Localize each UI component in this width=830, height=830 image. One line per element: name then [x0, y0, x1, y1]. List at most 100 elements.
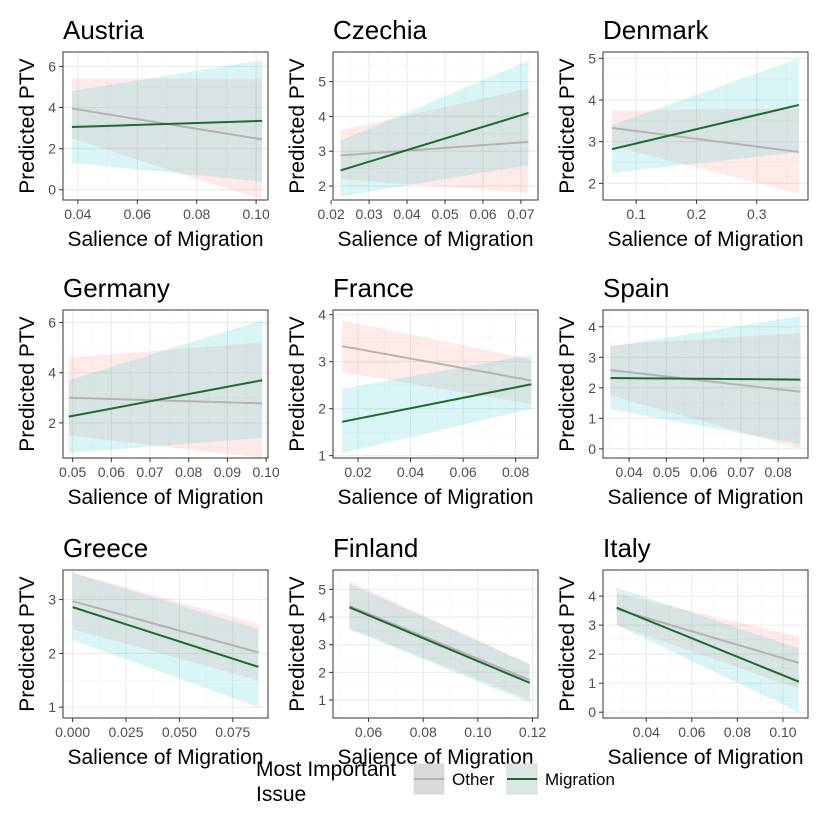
- x-tick-label: 0.04: [633, 724, 660, 740]
- x-tick-label: 0.04: [615, 464, 642, 480]
- x-axis-label: Salience of Migration: [607, 228, 803, 251]
- panel-background: [333, 310, 538, 458]
- panel-border: [332, 51, 539, 201]
- y-tick-label: 4: [588, 319, 596, 335]
- series-line-migration: [340, 111, 529, 172]
- ci-band-migration: [68, 320, 263, 453]
- grid: [63, 52, 268, 200]
- plot-area: [616, 587, 800, 713]
- y-tick-label: 0: [48, 182, 56, 198]
- ci-band-migration: [340, 60, 529, 197]
- x-axis-label: Salience of Migration: [67, 228, 263, 251]
- series-line-other: [72, 600, 259, 654]
- ci-band-other: [616, 593, 799, 689]
- y-tick-label: 3: [318, 354, 326, 370]
- x-axis-label: Salience of Migration: [337, 486, 533, 509]
- y-axis-label: Predicted PTV: [286, 576, 309, 711]
- y-tick-label: 3: [588, 617, 596, 633]
- panel-border: [332, 309, 539, 459]
- panel-border: [62, 309, 269, 459]
- panel-czechia: 0.02 0.03 0.04 0.05 0.06 0.07 2 3 4 5 Czechia Salie…: [286, 15, 539, 251]
- x-axis-label: Salience of Migration: [607, 486, 803, 509]
- y-tick-label: 5: [318, 74, 326, 90]
- y-tick-label: 4: [48, 100, 56, 116]
- x-tick-label: 0.10: [464, 724, 491, 740]
- panel-spain: 0.04 0.05 0.06 0.07 0.08 0 1 2 3 4 Spain Salience o…: [556, 273, 809, 509]
- panel-finland: 0.06 0.08 0.10 0.12 1 2 3 4 5 Finland Salience of …: [286, 533, 546, 769]
- x-tick-label: 0.06: [690, 464, 717, 480]
- y-tick-label: 3: [588, 134, 596, 150]
- y-tick-label: 2: [588, 380, 596, 396]
- ci-band-migration: [72, 572, 259, 708]
- series-line-migration: [68, 379, 263, 418]
- x-tick-label: 0.04: [397, 464, 424, 480]
- ci-band-other: [342, 320, 532, 404]
- y-axis-label: Predicted PTV: [556, 576, 579, 711]
- x-tick-label: 0.06: [449, 464, 476, 480]
- y-tick-label: 3: [318, 143, 326, 159]
- panel-background: [63, 310, 268, 458]
- y-tick-label: 6: [48, 315, 56, 331]
- y-axis-label: Predicted PTV: [556, 316, 579, 451]
- ci-band-other: [71, 78, 263, 200]
- x-tick-label: 0.08: [724, 724, 751, 740]
- x-tick-label: 0.3: [747, 206, 767, 222]
- x-tick-label: 0.07: [507, 206, 534, 222]
- y-tick-label: 1: [48, 699, 56, 715]
- y-tick-label: 1: [588, 410, 596, 426]
- x-tick-label: 0.1: [626, 206, 646, 222]
- panel-title: Germany: [63, 273, 170, 303]
- x-tick-label: 0.10: [242, 206, 269, 222]
- series-line-migration: [72, 606, 259, 668]
- y-tick-label: 2: [318, 178, 326, 194]
- y-tick-label: 0: [588, 704, 596, 720]
- legend-title-line1: Most Important: [256, 758, 396, 781]
- ci-band-other: [610, 332, 801, 449]
- ci-band-migration: [612, 58, 799, 173]
- x-tick-label: 0.04: [393, 206, 420, 222]
- y-tick-label: 3: [588, 349, 596, 365]
- x-tick-label: 0.02: [317, 206, 344, 222]
- x-tick-label: 0.025: [108, 724, 143, 740]
- y-tick-label: 0: [588, 441, 596, 457]
- plot-area: [342, 320, 532, 454]
- x-axis-label: Salience of Migration: [337, 228, 533, 251]
- y-tick-label: 2: [318, 664, 326, 680]
- panel-title: Denmark: [603, 15, 709, 45]
- series-line-migration: [616, 606, 800, 683]
- x-tick-label: 0.02: [344, 464, 371, 480]
- y-axis-label: Predicted PTV: [286, 316, 309, 451]
- panel-border: [62, 51, 269, 201]
- x-axis-label: Salience of Migration: [337, 746, 533, 769]
- panel-background: [63, 570, 268, 718]
- x-tick-label: 0.08: [175, 464, 202, 480]
- series-line-migration: [611, 103, 800, 151]
- panel-greece: 0.000 0.025 0.050 0.075 1 2 3 Greece Salience of…: [16, 533, 269, 769]
- y-tick-label: 4: [588, 92, 596, 108]
- x-tick-label: 0.050: [162, 724, 197, 740]
- x-tick-label: 0.08: [410, 724, 437, 740]
- y-tick-label: 4: [318, 609, 326, 625]
- ci-band-other: [612, 108, 799, 194]
- series-line-other: [68, 396, 263, 405]
- plot-area: [349, 581, 531, 703]
- grid: [63, 570, 268, 718]
- x-tick-label: 0.075: [215, 724, 250, 740]
- x-tick-label: 0.06: [124, 206, 151, 222]
- plot-area: [611, 58, 800, 194]
- panel-title: Austria: [63, 15, 144, 45]
- plot-area: [68, 320, 263, 458]
- x-tick-label: 0.05: [59, 464, 86, 480]
- legend-item-migration: Migration: [506, 763, 615, 795]
- y-tick-label: 4: [588, 588, 596, 604]
- panel-title: France: [333, 273, 414, 303]
- y-tick-label: 5: [318, 581, 326, 597]
- x-tick-label: 0.000: [55, 724, 90, 740]
- legend: Most Important Issue Other Migration: [256, 758, 615, 806]
- panel-title: Finland: [333, 533, 418, 563]
- y-tick-label: 1: [588, 675, 596, 691]
- series-line-other: [616, 608, 800, 664]
- y-tick-label: 4: [48, 365, 56, 381]
